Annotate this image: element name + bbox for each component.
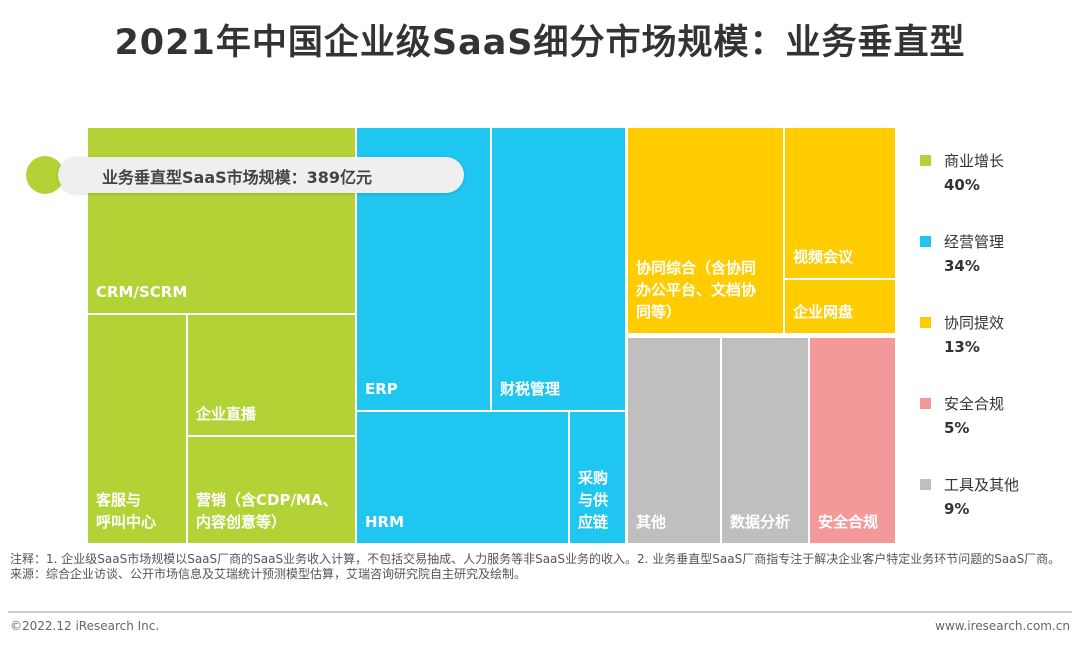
- treemap-cell-label: CRM/SCRM: [96, 283, 188, 301]
- note-text: 注释：1. 企业级SaaS市场规模以SaaS厂商的SaaS业务收入计算，不包括交…: [10, 552, 1061, 566]
- treemap-cell: 企业网盘: [785, 280, 895, 333]
- treemap-cell: 安全合规: [810, 338, 895, 543]
- copyright: ©2022.12 iResearch Inc.: [10, 619, 160, 633]
- chart-title: 2021年中国企业级SaaS细分市场规模：业务垂直型: [114, 23, 966, 63]
- legend-name: 商业增长: [944, 152, 1005, 170]
- treemap-cell: 客服与 呼叫中心: [88, 315, 186, 543]
- treemap-cell-label: 其他: [636, 513, 667, 531]
- legend-swatch: [920, 236, 931, 247]
- treemap-cell: 企业直播: [188, 315, 355, 435]
- total-dot-icon: [26, 156, 64, 194]
- treemap-cell-label: 企业网盘: [793, 303, 854, 321]
- total-label: 业务垂直型SaaS市场规模：389亿元: [102, 168, 373, 187]
- legend-name: 安全合规: [944, 395, 1005, 413]
- legend-pct: 9%: [944, 500, 970, 518]
- legend-pct: 40%: [944, 176, 980, 194]
- legend-pct: 34%: [944, 257, 980, 275]
- source-text: 来源：综合企业访谈、公开市场信息及艾瑞统计预测模型估算，艾瑞咨询研究院自主研究及…: [10, 567, 527, 581]
- total-label-pill: 业务垂直型SaaS市场规模：389亿元: [58, 157, 464, 193]
- treemap-cell: HRM: [357, 412, 568, 543]
- treemap-cell: 协同综合（含协同 办公平台、文档协 同等）: [628, 128, 783, 333]
- footer-divider: [8, 611, 1072, 613]
- treemap-cell: 财税管理: [492, 128, 625, 410]
- treemap-cell-label: 协同综合（含协同 办公平台、文档协 同等）: [636, 259, 757, 321]
- treemap-cell-label: HRM: [365, 513, 405, 531]
- notes: 注释：1. 企业级SaaS市场规模以SaaS厂商的SaaS业务收入计算，不包括交…: [10, 552, 1075, 582]
- treemap-cell: 数据分析: [722, 338, 808, 543]
- treemap-cell-label: 财税管理: [500, 380, 561, 398]
- treemap-cell-label: 安全合规: [818, 513, 879, 531]
- treemap-cell-label: 数据分析: [730, 513, 791, 531]
- treemap-cell-label: ERP: [365, 380, 398, 398]
- legend-pct: 5%: [944, 419, 970, 437]
- footer-url[interactable]: www.iresearch.com.cn: [935, 619, 1070, 633]
- legend-swatch: [920, 317, 931, 328]
- treemap-cell: 采购 与供 应链: [570, 412, 625, 543]
- treemap-cell-label: 企业直播: [196, 405, 257, 423]
- legend-name: 工具及其他: [944, 476, 1020, 494]
- treemap-cell-label: 客服与 呼叫中心: [96, 491, 157, 531]
- legend-swatch: [920, 398, 931, 409]
- legend-pct: 13%: [944, 338, 980, 356]
- treemap-cell-label: 视频会议: [793, 248, 854, 266]
- legend-name: 协同提效: [944, 314, 1005, 332]
- legend-name: 经营管理: [944, 233, 1005, 251]
- treemap-cell-label: 营销（含CDP/MA、 内容创意等）: [196, 491, 338, 531]
- legend-swatch: [920, 155, 931, 166]
- treemap-cell: 视频会议: [785, 128, 895, 278]
- treemap-cell: CRM/SCRM: [88, 128, 355, 313]
- treemap-cell-label: 采购 与供 应链: [578, 469, 609, 531]
- treemap-cell: 其他: [628, 338, 720, 543]
- legend-swatch: [920, 479, 931, 490]
- treemap-cell: 营销（含CDP/MA、 内容创意等）: [188, 437, 355, 543]
